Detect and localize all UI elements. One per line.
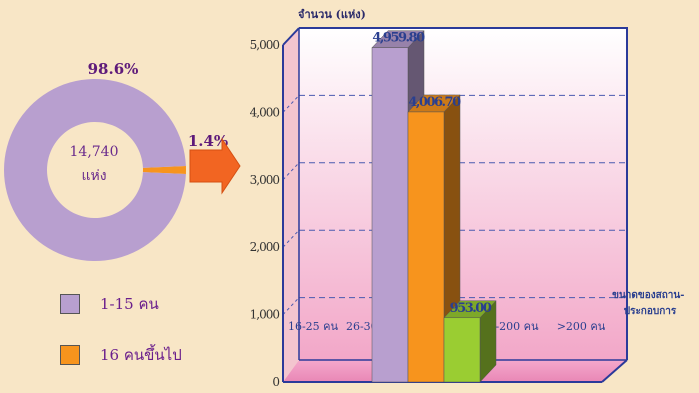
legend-swatch-orange [60, 345, 80, 365]
y-tick-label: 4,000 [250, 105, 280, 119]
left-wall [283, 28, 299, 382]
gridline-side [282, 229, 300, 248]
arrow-shape [189, 137, 241, 195]
x-tick-label: 16-25 คน [288, 320, 339, 333]
data-label: 4,006.70 [408, 95, 461, 110]
frame-back [299, 27, 628, 360]
bar-front [371, 47, 409, 383]
gridline-side [282, 297, 300, 315]
x-axis-title: ขนาดของสถาน- ประกอบการ [612, 290, 688, 317]
frame-top-left [282, 27, 300, 46]
bars [371, 30, 497, 383]
y-tick-label: 1,000 [250, 308, 280, 322]
donut-chart [3, 78, 186, 261]
y-tick-label: 0 [272, 375, 279, 389]
bar-51-200 คน [443, 300, 497, 383]
gridline-side [282, 95, 300, 113]
bar-front [407, 111, 445, 383]
y-tick-label: 3,000 [250, 173, 280, 187]
legend-label: 1-15 คน [100, 295, 159, 313]
frame-floor-right [601, 359, 628, 383]
y-axis-title: จำนวน (แห่ง) [298, 8, 366, 21]
gridlines [282, 94, 627, 315]
data-labels: 4,959.80 4,006.70 953.00 [372, 31, 493, 316]
data-label: 953.00 [450, 301, 492, 316]
gridline-side [282, 162, 300, 181]
donut-pct-large: 98.6% [88, 60, 139, 78]
data-label: 4,959.80 [372, 31, 425, 46]
donut-slice-1-15 [3, 78, 186, 261]
donut-center-value: 14,740 [70, 144, 119, 160]
y-tick-label: 5,000 [250, 38, 280, 52]
legend-label: 16 คนขึ้นไป [100, 346, 182, 364]
legend-item-1-15: 1-15 คน [60, 292, 159, 316]
legend-item-16plus: 16 คนขึ้นไป [60, 343, 182, 367]
donut-slice-16plus [142, 165, 186, 175]
donut-pct-small: 1.4% [188, 132, 228, 150]
x-tick-label: >200 คน [557, 320, 606, 333]
bar-front [443, 317, 481, 383]
y-tick-labels: 0 1,000 2,000 3,000 4,000 5,000 [250, 38, 281, 389]
donut-center-unit: แห่ง [81, 168, 106, 184]
y-tick-label: 2,000 [250, 240, 280, 254]
legend-swatch-purple [60, 294, 80, 314]
